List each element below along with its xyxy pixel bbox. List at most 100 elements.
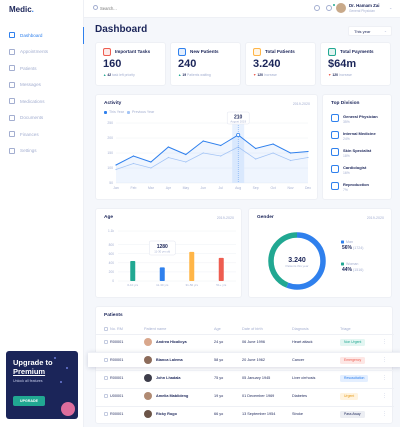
column-header[interactable]: No. RM [110,327,123,331]
data-point[interactable] [185,161,187,163]
data-point[interactable] [255,147,257,150]
stat-card[interactable]: Total Payments $64m ▼ 120 Increase [320,42,391,86]
sidebar-item-dashboard[interactable]: Dashboard [0,27,84,44]
more-options-icon[interactable]: ⋮ [382,338,387,345]
data-point[interactable] [272,152,274,154]
user-name[interactable]: Dr. Hamam Zai [349,3,380,8]
bar[interactable] [189,251,195,281]
data-point[interactable] [202,152,204,154]
hover-point[interactable] [236,133,241,138]
division-percent: 18% [343,154,350,158]
column-header[interactable]: Date of birth [242,327,263,331]
y-tick-label: 150 [107,151,113,155]
triage-badge: Non Urgent [340,338,366,346]
table-row[interactable]: U00001 Amelia Mablideng 19 yo 01 December 1… [96,388,394,403]
division-item[interactable]: Reproduction 7% [331,181,391,197]
row-checkbox[interactable] [104,412,108,416]
search-icon [93,5,98,10]
sidebar-item-label: Patients [20,65,37,71]
division-item[interactable]: Internal Medicine 24% [331,130,391,146]
row-checkbox[interactable] [104,376,108,380]
row-checkbox[interactable] [104,394,108,398]
data-point[interactable] [115,164,117,166]
table-row[interactable]: R00001 Andrea Hicalicya 24 yo 06 June 1996 H… [96,334,394,349]
search-input[interactable] [100,4,200,12]
sidebar-item-documents[interactable]: Documents [0,110,84,127]
chevron-down-icon[interactable]: ⌄ [389,5,393,10]
column-header[interactable]: Age [214,327,221,331]
select-all-checkbox[interactable] [104,327,108,331]
data-point[interactable] [202,140,204,142]
cell-patient-name[interactable]: Andrea Hicalicya [156,340,187,344]
notification-icon[interactable] [326,5,332,11]
table-row[interactable]: R00001 John Lhadala 75 yo 05 January 1945 Li… [96,370,394,385]
data-point[interactable] [220,144,222,147]
cell-patient-name[interactable]: Bianca Lalema [156,358,183,362]
stat-card[interactable]: New Patients 240 ▲ 19 Patients waiting [170,42,241,86]
table-row[interactable]: R00001 Bianca Lalema 58 yo 20 June 1962 Canc… [88,352,400,367]
sidebar-item-appointments[interactable]: Appointments [0,44,84,61]
data-point[interactable] [307,150,309,153]
cell-diagnosis: Cancer [292,358,305,362]
stat-card[interactable]: Important Tasks 160 ▲ 42 task left priorit… [95,42,166,86]
division-item[interactable]: Cardiologist 16% [331,164,391,180]
cell-patient-name[interactable]: Ricky Rogo [156,412,177,416]
sidebar-item-settings[interactable]: Settings [0,143,84,160]
donut-slice[interactable] [268,232,326,290]
data-point[interactable] [132,155,135,157]
sidebar-item-finances[interactable]: Finances [0,126,84,143]
tooltip-value: 210 [234,115,243,121]
data-point[interactable] [289,152,292,154]
data-point[interactable] [272,143,274,145]
division-item[interactable]: General Physician 35% [331,113,391,129]
column-header[interactable]: Patient name [144,327,167,331]
division-percent: 24% [343,137,350,141]
stat-value: 160 [103,58,122,70]
bar[interactable] [159,267,165,281]
data-point[interactable] [289,159,292,162]
period-select[interactable]: This year ⌄ [348,26,392,36]
bar[interactable] [130,261,136,281]
app-logo[interactable]: Medic. [9,5,34,14]
data-point[interactable] [150,161,152,163]
data-point[interactable] [255,158,257,160]
activity-year-range[interactable]: 2019-2020 [292,102,310,106]
gear-icon [9,147,15,154]
tooltip-date: August 2019 [230,120,246,124]
division-item[interactable]: Skin Specialist 18% [331,147,391,163]
row-checkbox[interactable] [104,340,108,344]
data-point[interactable] [132,162,135,165]
sidebar-item-medications[interactable]: Medications [0,93,84,110]
sidebar-item-patients[interactable]: Patients [0,60,84,77]
help-icon[interactable] [314,5,320,11]
data-point[interactable] [220,155,222,157]
sidebar-item-messages[interactable]: Messages [0,77,84,94]
bar[interactable] [218,257,224,281]
upgrade-button[interactable]: UPGRADE [13,396,45,406]
stat-card[interactable]: Total Patients 3.240 ▼ 120 Increase [245,42,316,86]
user-role: General Physician [349,9,375,13]
stat-label: Total Patients [265,49,295,54]
data-point[interactable] [307,156,309,159]
table-header: No. RM Patient name Age Date of birth Diagno… [96,324,394,334]
row-checkbox[interactable] [104,358,108,362]
data-point[interactable] [150,167,152,169]
data-point[interactable] [167,156,169,159]
data-point[interactable] [167,146,169,148]
data-point[interactable] [185,153,187,156]
star-decoration [60,381,62,383]
table-row[interactable]: R00001 Ricky Rogo 66 yo 13 September 1954 St… [96,406,394,421]
gender-year-range[interactable]: 2019-2020 [366,216,384,220]
more-options-icon[interactable]: ⋮ [382,392,387,399]
column-header[interactable]: Triage [340,327,351,331]
data-point[interactable] [115,168,117,171]
more-options-icon[interactable]: ⋮ [382,410,387,417]
more-options-icon[interactable]: ⋮ [382,374,387,381]
user-avatar[interactable] [336,3,346,13]
cell-patient-name[interactable]: John Lhadala [156,376,181,380]
more-options-icon[interactable]: ⋮ [382,356,387,363]
cell-patient-name[interactable]: Amelia Mablideng [156,394,189,398]
age-year-range[interactable]: 2019-2020 [216,216,234,220]
column-header[interactable]: Diagnosis [292,327,309,331]
finance-icon [9,131,15,138]
